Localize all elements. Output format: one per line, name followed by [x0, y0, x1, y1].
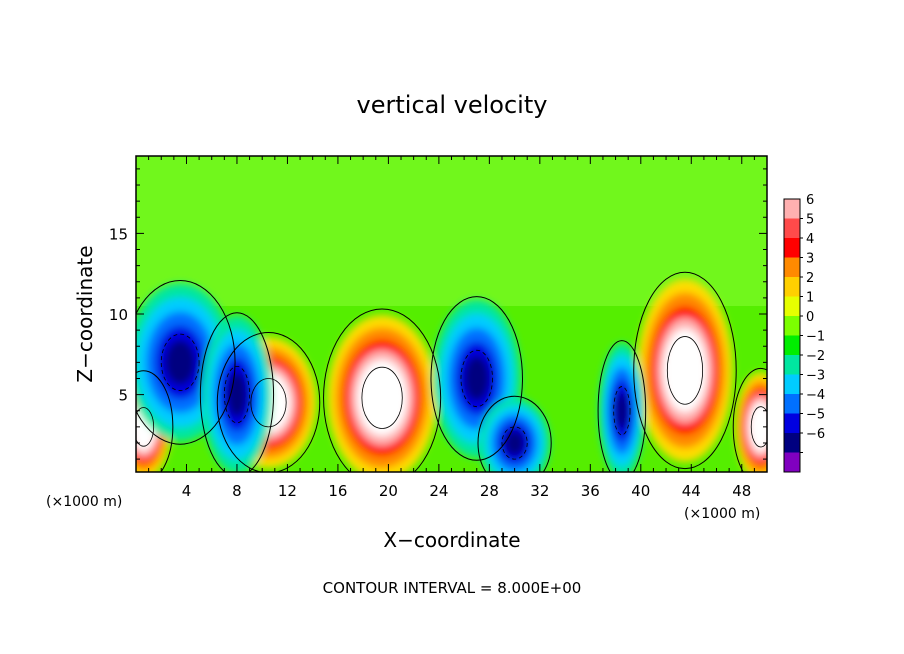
x-tick-label: 36 [581, 482, 600, 500]
colorbar-swatch [784, 218, 800, 239]
y-tick-label: 15 [109, 225, 128, 243]
y-axis: 5 10 15 [109, 168, 767, 460]
x-tick-label: 48 [732, 482, 751, 500]
x-tick-label: 16 [328, 482, 347, 500]
contour-zero-8 [477, 395, 552, 472]
contour-inner-4 [750, 406, 767, 448]
contour-zero-6 [199, 312, 275, 472]
colorbar-label: −6 [806, 427, 825, 442]
x-axis: 4 8 12 16 20 24 28 32 36 40 44 48 [148, 156, 755, 500]
y-axis-label: Z−coordinate [73, 245, 97, 382]
colorbar: 6 5 4 3 2 1 0 −1 −2 −3 −4 −5 −6 [783, 193, 825, 473]
colorbar-swatch [784, 355, 800, 375]
contour-zero-2 [323, 308, 442, 472]
colorbar-swatch [784, 296, 800, 317]
x-tick-label: 40 [631, 482, 650, 500]
x-tick-label: 44 [682, 482, 701, 500]
x-tick-label: 20 [379, 482, 398, 500]
colorbar-swatch [784, 394, 800, 414]
updraft-core-2-ring-4 [357, 359, 408, 436]
updraft-core-4-ring-4 [748, 401, 767, 452]
x-tick-label: 24 [429, 482, 448, 500]
x-unit-left: (×1000 m) [46, 494, 122, 510]
contour-inner-2 [361, 366, 403, 429]
colorbar-label: 0 [806, 310, 814, 325]
colorbar-swatch [784, 452, 800, 473]
velocity-features [136, 279, 767, 472]
contour-inner-8 [501, 426, 528, 460]
contour-zero-3 [633, 271, 737, 470]
contour-lines [136, 271, 767, 472]
colorbar-swatch [784, 374, 800, 395]
contour-zero-7 [430, 296, 523, 461]
colorbar-swatch [784, 433, 800, 453]
downdraft-core-7-ring-4 [464, 355, 490, 402]
contour-zero-9 [597, 340, 647, 472]
colorbar-swatch [784, 316, 800, 336]
colorbar-label: 3 [806, 252, 814, 267]
updraft-core-3-ring-4 [663, 328, 707, 413]
downdraft-core-5-ring-4 [165, 339, 196, 385]
contour-zero-1 [216, 332, 321, 472]
colorbar-label: −4 [806, 388, 825, 403]
colorbar-swatch [784, 199, 800, 219]
contour-inner-3 [666, 336, 704, 405]
x-tick-label: 32 [530, 482, 549, 500]
colorbar-swatch [784, 277, 800, 297]
x-tick-label: 4 [182, 482, 192, 500]
downdraft-core-9-ring-4 [615, 391, 629, 431]
colorbar-label: 2 [806, 271, 814, 286]
colorbar-swatch [784, 335, 800, 356]
contour-zero-0 [136, 370, 174, 472]
contour-inner-0 [136, 407, 155, 447]
colorbar-swatch [784, 257, 800, 278]
contour-zero-4 [732, 367, 767, 472]
colorbar-label: −1 [806, 330, 825, 345]
downdraft-core-8-ring-4 [504, 430, 525, 456]
contour-interval-footer: CONTOUR INTERVAL = 8.000E+00 [323, 579, 582, 597]
colorbar-label: 5 [806, 213, 814, 228]
contour-inner-1 [250, 378, 287, 428]
upper-field-band [136, 156, 767, 306]
colorbar-label: −3 [806, 369, 825, 384]
downdraft-core-6-ring-4 [226, 372, 248, 418]
chart-title: vertical velocity [357, 91, 548, 119]
x-axis-label: X−coordinate [383, 528, 520, 552]
contour-inner-6 [223, 365, 250, 424]
plot-area [136, 156, 767, 472]
contour-inner-5 [160, 333, 200, 391]
colorbar-label: −2 [806, 349, 825, 364]
y-tick-label: 10 [109, 306, 128, 324]
colorbar-swatch [784, 413, 800, 434]
contour-zero-5 [136, 280, 236, 445]
x-unit-right: (×1000 m) [684, 506, 760, 522]
x-tick-label: 12 [278, 482, 297, 500]
contour-inner-9 [613, 386, 631, 436]
contour-inner-7 [460, 349, 493, 408]
colorbar-label: −5 [806, 408, 825, 423]
x-tick-label: 8 [232, 482, 242, 500]
y-tick-label: 5 [118, 387, 128, 405]
colorbar-label: 4 [806, 232, 814, 247]
colorbar-label: 1 [806, 291, 814, 306]
colorbar-label: 6 [806, 193, 814, 208]
colorbar-swatch [784, 238, 800, 258]
x-tick-label: 28 [480, 482, 499, 500]
